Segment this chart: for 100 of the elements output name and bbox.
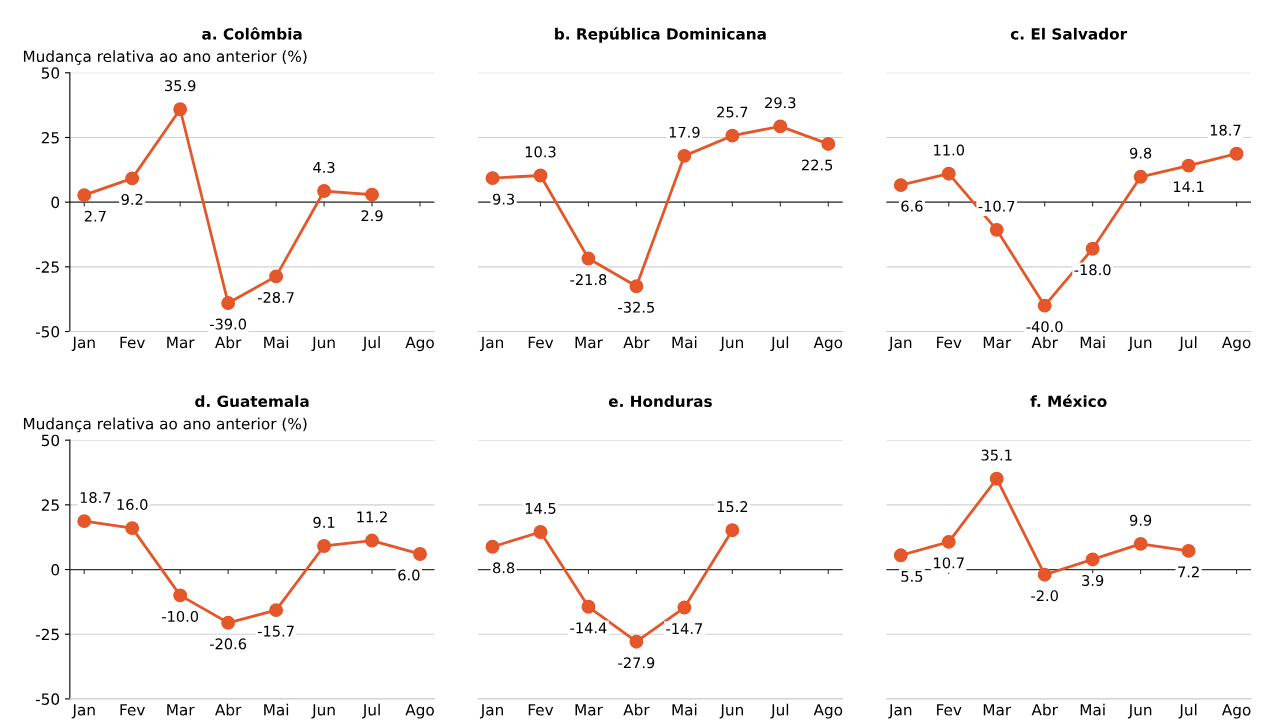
- y-tick-label: 0: [51, 563, 60, 576]
- y-axis-title: Mudança relativa ao ano anterior (%): [23, 417, 307, 433]
- data-label: 9.1: [313, 516, 335, 528]
- y-tick-label: 50: [41, 434, 60, 447]
- x-tick-label: Fev: [120, 704, 145, 716]
- y-tick-label: 0: [51, 196, 60, 209]
- point: [941, 166, 956, 181]
- point: [1037, 567, 1052, 582]
- data-label: 16.0: [117, 499, 148, 511]
- data-label: 10.3: [525, 146, 556, 158]
- x-tick-label: Jan: [479, 704, 503, 719]
- x-tick-label: Ago: [1221, 336, 1251, 352]
- y-tick-label: -25: [35, 261, 59, 273]
- x-tick-label: Mar: [575, 336, 603, 349]
- x-tick-label: Fev: [528, 704, 554, 716]
- data-label: -10.0: [162, 610, 199, 622]
- x-tick-label: Jun: [311, 336, 335, 352]
- x-tick-label: Jul: [1178, 336, 1197, 352]
- data-label: 2.9: [361, 210, 383, 222]
- data-label: 10.7: [934, 557, 964, 569]
- data-label: -21.8: [570, 274, 607, 286]
- point: [941, 534, 956, 549]
- data-label: -39.0: [209, 318, 247, 330]
- x-tick-label: Ago: [813, 704, 843, 719]
- data-label: 14.5: [525, 503, 556, 514]
- x-tick-label: Abr: [215, 703, 242, 716]
- point: [773, 119, 788, 134]
- x-tick-label: Abr: [623, 703, 650, 716]
- y-tick-label: -50: [35, 693, 60, 705]
- x-tick-label: Ago: [813, 336, 843, 352]
- data-label: 11.0: [934, 144, 965, 156]
- chart-title: d. Guatemala: [195, 395, 309, 408]
- data-label: 25.7: [717, 106, 748, 118]
- point: [173, 102, 188, 117]
- x-tick-label: Mai: [672, 336, 697, 349]
- chart-title: a. Colômbia: [202, 27, 302, 40]
- x-tick-label: Mar: [167, 704, 195, 716]
- point: [125, 521, 140, 536]
- data-label: -14.4: [570, 622, 607, 634]
- y-tick-label: 25: [41, 131, 59, 144]
- point: [533, 168, 548, 183]
- point: [77, 188, 92, 203]
- data-label: 9.9: [1129, 514, 1152, 526]
- x-tick-label: Mai: [1080, 703, 1105, 716]
- x-tick-label: Ago: [405, 336, 434, 352]
- x-tick-label: Ago: [1221, 704, 1251, 719]
- x-tick-label: Jun: [311, 704, 335, 719]
- data-label: -10.7: [978, 200, 1015, 212]
- y-tick-label: -50: [35, 325, 60, 338]
- data-label: 18.7: [80, 492, 111, 504]
- point: [173, 588, 188, 603]
- data-label: 5.5: [901, 571, 923, 582]
- point: [125, 171, 140, 186]
- point: [1181, 543, 1196, 558]
- x-tick-label: Mai: [672, 703, 697, 716]
- x-tick-label: Mai: [264, 336, 289, 349]
- x-tick-label: Fev: [528, 336, 554, 349]
- data-label: 6.0: [398, 569, 420, 581]
- x-tick-label: Jun: [1127, 704, 1152, 719]
- point: [77, 514, 92, 529]
- data-label: 9.2: [121, 193, 143, 205]
- y-tick-label: 50: [41, 67, 60, 79]
- data-label: 4.3: [313, 161, 335, 173]
- x-tick-label: Mai: [264, 703, 289, 716]
- point: [677, 600, 692, 615]
- data-label: -40.0: [1026, 321, 1063, 333]
- x-tick-label: Jan: [888, 336, 912, 352]
- point: [1133, 169, 1148, 184]
- x-tick-label: Jul: [1178, 703, 1197, 719]
- x-tick-label: Jul: [770, 703, 789, 719]
- x-tick-label: Jul: [362, 703, 380, 719]
- data-label: -18.0: [1074, 264, 1111, 276]
- y-tick-label: 25: [41, 499, 59, 511]
- chart-title: e. Honduras: [608, 395, 712, 408]
- data-label: -14.7: [666, 623, 702, 634]
- point: [1037, 298, 1052, 313]
- point: [725, 128, 740, 143]
- point: [317, 184, 332, 198]
- point: [485, 539, 500, 554]
- data-label: -27.9: [618, 657, 655, 669]
- point: [989, 471, 1004, 486]
- x-tick-label: Jan: [479, 336, 503, 352]
- x-tick-label: Jul: [770, 336, 789, 352]
- x-tick-label: Mar: [983, 336, 1012, 349]
- data-label: 9.3: [492, 193, 515, 205]
- data-label: 14.1: [1173, 181, 1204, 193]
- x-tick-label: Mar: [983, 704, 1012, 716]
- data-label: -2.0: [1031, 590, 1058, 602]
- point: [893, 548, 908, 563]
- data-label: -20.6: [209, 638, 247, 650]
- point: [413, 547, 427, 561]
- x-tick-label: Abr: [623, 336, 650, 349]
- point: [317, 539, 332, 553]
- x-tick-label: Jul: [362, 336, 380, 352]
- y-axis-title: Mudança relativa ao ano anterior (%): [23, 50, 307, 65]
- x-tick-label: Jun: [1127, 336, 1152, 352]
- data-label: 8.8: [493, 562, 515, 574]
- point: [989, 222, 1004, 237]
- x-tick-label: Abr: [1031, 703, 1058, 716]
- x-tick-label: Abr: [1031, 336, 1058, 349]
